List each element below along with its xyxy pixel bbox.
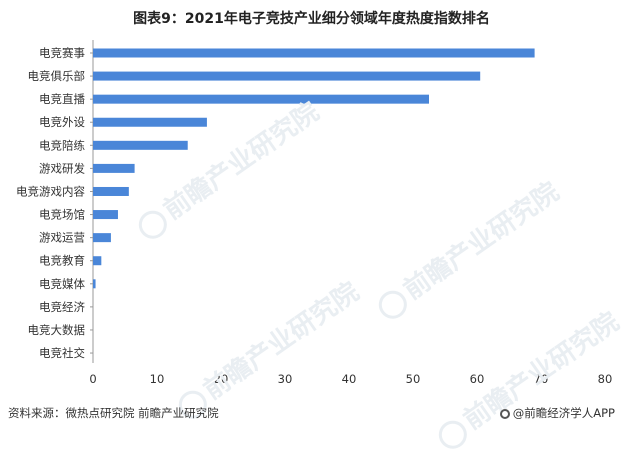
bar	[93, 186, 129, 196]
category-label: 电竞游戏内容	[16, 184, 85, 198]
category-label: 电竞社交	[39, 346, 85, 360]
x-tick-label: 50	[406, 372, 421, 386]
bar	[93, 71, 481, 81]
category-label: 电竞媒体	[39, 277, 85, 291]
category-label: 电竞经济	[39, 300, 85, 314]
bar-chart: 电竞赛事电竞俱乐部电竞直播电竞外设电竞陪练游戏研发电竞游戏内容电竞场馆游戏运营电…	[16, 40, 613, 386]
x-tick-label: 20	[214, 372, 229, 386]
category-label: 游戏运营	[39, 231, 85, 245]
category-label: 电竞直播	[39, 92, 85, 106]
brand-footer: @前瞻经济学人APP	[499, 405, 615, 421]
x-tick-label: 60	[470, 372, 485, 386]
category-label: 电竞场馆	[39, 208, 85, 222]
chart-title: 图表9：2021年电子竞技产业细分领域年度热度指数排名	[133, 11, 490, 27]
brand-logo-icon	[499, 409, 510, 419]
bar	[93, 210, 118, 220]
x-tick-label: 10	[150, 372, 165, 386]
category-label: 游戏研发	[39, 161, 85, 175]
source-note: 资料来源：微热点研究院 前瞻产业研究院	[8, 406, 219, 420]
bar	[93, 48, 535, 58]
category-label: 电竞俱乐部	[28, 69, 86, 83]
x-tick-label: 0	[89, 372, 96, 386]
brand-label: @前瞻经济学人APP	[512, 406, 615, 420]
bar	[93, 94, 429, 104]
bar	[93, 140, 188, 150]
x-tick-label: 70	[534, 372, 549, 386]
category-label: 电竞外设	[39, 115, 85, 129]
x-tick-label: 40	[342, 372, 357, 386]
x-tick-label: 80	[598, 372, 613, 386]
category-label: 电竞大数据	[28, 323, 86, 337]
bar	[93, 233, 111, 243]
category-label: 电竞教育	[39, 254, 85, 268]
x-tick-label: 30	[278, 372, 293, 386]
bar	[93, 117, 207, 127]
category-label: 电竞赛事	[39, 46, 85, 60]
category-label: 电竞陪练	[39, 138, 85, 152]
bar	[93, 279, 96, 289]
bar	[93, 256, 102, 266]
bar	[93, 163, 135, 173]
